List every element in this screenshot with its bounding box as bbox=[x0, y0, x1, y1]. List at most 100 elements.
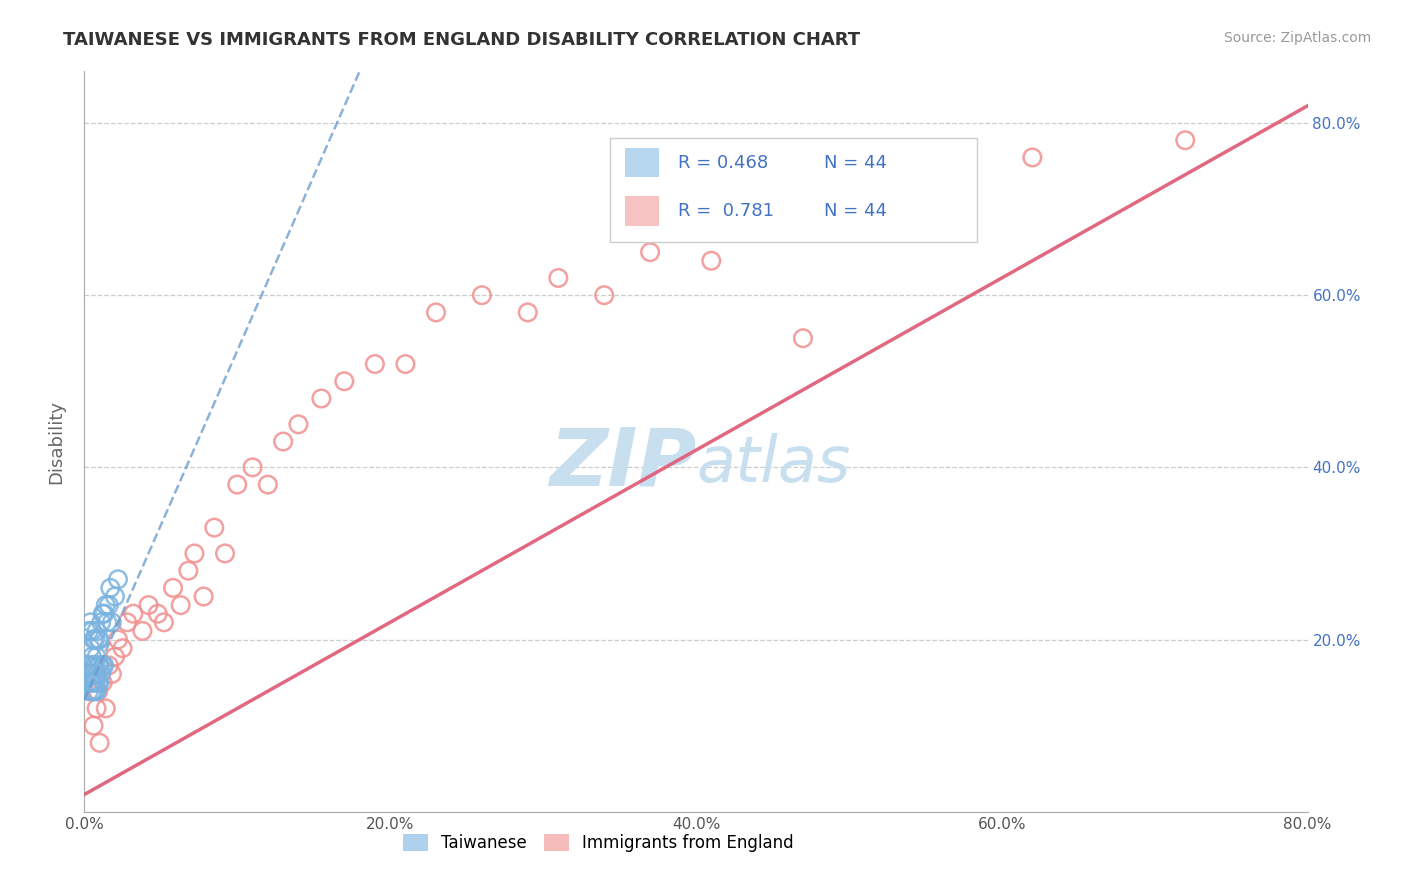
Point bbox=[93, 607, 115, 621]
Legend: Taiwanese, Immigrants from England: Taiwanese, Immigrants from England bbox=[396, 828, 800, 859]
Point bbox=[83, 718, 105, 732]
Point bbox=[202, 521, 225, 535]
Point bbox=[364, 357, 387, 371]
Point bbox=[86, 649, 108, 664]
Point bbox=[107, 632, 129, 647]
Point bbox=[287, 417, 309, 432]
Point bbox=[162, 581, 184, 595]
Point bbox=[80, 675, 103, 690]
Point bbox=[80, 649, 103, 664]
Point bbox=[87, 658, 110, 673]
Point bbox=[89, 736, 111, 750]
Point bbox=[792, 331, 814, 345]
Point bbox=[146, 607, 169, 621]
Point bbox=[94, 598, 117, 612]
Point bbox=[177, 564, 200, 578]
Point bbox=[89, 658, 111, 673]
Point bbox=[80, 667, 103, 681]
Point bbox=[89, 632, 111, 647]
Point bbox=[98, 581, 121, 595]
Point bbox=[311, 392, 333, 406]
Point bbox=[547, 271, 569, 285]
Point bbox=[91, 675, 114, 690]
Point bbox=[101, 667, 124, 681]
Point bbox=[226, 477, 249, 491]
Point bbox=[153, 615, 176, 630]
Point bbox=[107, 572, 129, 586]
Point bbox=[115, 615, 138, 630]
Point bbox=[183, 546, 205, 560]
Bar bbox=[626, 196, 659, 226]
Point bbox=[83, 632, 105, 647]
Point bbox=[91, 607, 114, 621]
Text: atlas: atlas bbox=[696, 433, 851, 495]
Point bbox=[394, 357, 416, 371]
Text: R =  0.781: R = 0.781 bbox=[678, 202, 773, 220]
Point bbox=[86, 684, 108, 698]
Point bbox=[86, 624, 108, 638]
Point bbox=[333, 374, 356, 388]
Point bbox=[79, 675, 101, 690]
Point bbox=[87, 675, 110, 690]
Point bbox=[79, 641, 101, 656]
Point bbox=[76, 658, 98, 673]
Point bbox=[257, 477, 280, 491]
Point bbox=[101, 615, 124, 630]
Point bbox=[94, 701, 117, 715]
Point bbox=[425, 305, 447, 319]
Point bbox=[471, 288, 494, 302]
Point bbox=[131, 624, 153, 638]
Point bbox=[77, 684, 100, 698]
Point bbox=[111, 641, 134, 656]
Point bbox=[83, 658, 105, 673]
Point bbox=[1174, 133, 1197, 147]
Point bbox=[79, 615, 101, 630]
Point bbox=[97, 658, 120, 673]
Point bbox=[84, 658, 107, 673]
Point bbox=[87, 684, 110, 698]
Point bbox=[83, 684, 105, 698]
Text: R = 0.468: R = 0.468 bbox=[678, 153, 768, 171]
Point bbox=[79, 658, 101, 673]
Text: TAIWANESE VS IMMIGRANTS FROM ENGLAND DISABILITY CORRELATION CHART: TAIWANESE VS IMMIGRANTS FROM ENGLAND DIS… bbox=[63, 31, 860, 49]
Bar bbox=[626, 148, 659, 178]
Point bbox=[77, 624, 100, 638]
Point bbox=[593, 288, 616, 302]
Point bbox=[86, 667, 108, 681]
Point bbox=[87, 632, 110, 647]
Point bbox=[83, 675, 105, 690]
Point bbox=[84, 684, 107, 698]
Point bbox=[90, 667, 112, 681]
Point bbox=[242, 460, 264, 475]
Point bbox=[104, 649, 127, 664]
Point bbox=[516, 305, 538, 319]
FancyBboxPatch shape bbox=[610, 138, 977, 242]
Point bbox=[104, 590, 127, 604]
Point bbox=[84, 675, 107, 690]
Point bbox=[86, 701, 108, 715]
Point bbox=[89, 675, 111, 690]
Point bbox=[271, 434, 294, 449]
Point bbox=[122, 607, 145, 621]
Y-axis label: Disability: Disability bbox=[48, 400, 66, 483]
Point bbox=[91, 658, 114, 673]
Point bbox=[898, 185, 921, 199]
Text: ZIP: ZIP bbox=[548, 425, 696, 503]
Text: Source: ZipAtlas.com: Source: ZipAtlas.com bbox=[1223, 31, 1371, 45]
Text: N = 44: N = 44 bbox=[824, 202, 887, 220]
Point bbox=[77, 667, 100, 681]
Point bbox=[700, 253, 723, 268]
Point bbox=[90, 615, 112, 630]
Point bbox=[93, 658, 115, 673]
Point bbox=[84, 632, 107, 647]
Point bbox=[138, 598, 160, 612]
Point bbox=[80, 624, 103, 638]
Point bbox=[193, 590, 215, 604]
Point bbox=[214, 546, 236, 560]
Point bbox=[1021, 151, 1043, 165]
Point bbox=[97, 598, 120, 612]
Text: N = 44: N = 44 bbox=[824, 153, 887, 171]
Point bbox=[170, 598, 193, 612]
Point bbox=[96, 615, 118, 630]
Point bbox=[638, 245, 661, 260]
